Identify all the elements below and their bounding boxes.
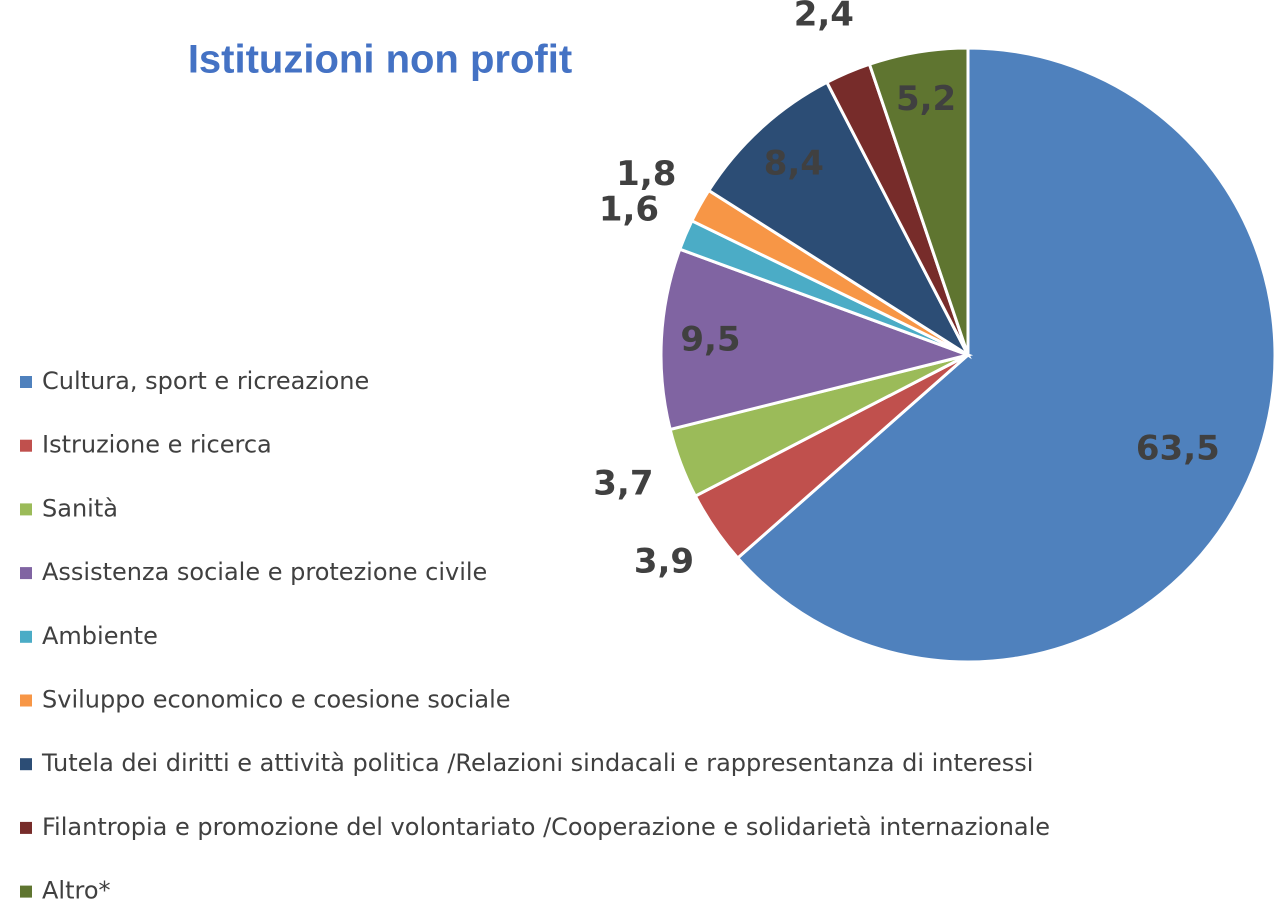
- legend-label: Tutela dei diritti e attività politica /…: [41, 749, 1033, 777]
- legend-swatch: [20, 758, 32, 771]
- pie-slice: [706, 80, 972, 360]
- legend-label: Sanità: [42, 494, 118, 522]
- data-label: 9,5: [680, 320, 740, 360]
- legend-label: Filantropia e promozione del volontariat…: [42, 813, 1050, 841]
- data-label: 63,5: [1136, 428, 1220, 468]
- legend-label: Sviluppo economico e coesione sociale: [42, 686, 511, 714]
- legend-swatch: [20, 630, 32, 643]
- pie-slice: [735, 46, 1276, 664]
- data-label: 3,7: [593, 464, 653, 504]
- legend-label: Istruzione e ricerca: [42, 431, 272, 459]
- legend-label: Ambiente: [42, 622, 158, 650]
- pie-slice: [659, 247, 974, 432]
- data-label: 1,8: [616, 154, 676, 194]
- legend-swatch: [20, 821, 32, 834]
- data-label: 2,4: [794, 0, 854, 34]
- pie-slice: [867, 46, 970, 356]
- data-label: 1,6: [599, 189, 659, 229]
- legend-label: Assistenza sociale e protezione civile: [42, 558, 487, 586]
- legend-swatch: [20, 567, 32, 580]
- data-label: 8,4: [764, 143, 824, 183]
- data-label: 5,2: [896, 79, 956, 119]
- legend-swatch: [20, 376, 32, 388]
- legend-swatch: [20, 439, 32, 452]
- data-label: 3,9: [634, 542, 694, 582]
- legend-label: Cultura, sport e ricreazione: [42, 367, 369, 395]
- chart-title: Istituzioni non profit: [188, 38, 572, 82]
- legend-swatch: [20, 885, 32, 898]
- legend-swatch: [20, 503, 32, 516]
- legend-label: Altro*: [42, 877, 111, 901]
- legend-swatch: [20, 694, 32, 707]
